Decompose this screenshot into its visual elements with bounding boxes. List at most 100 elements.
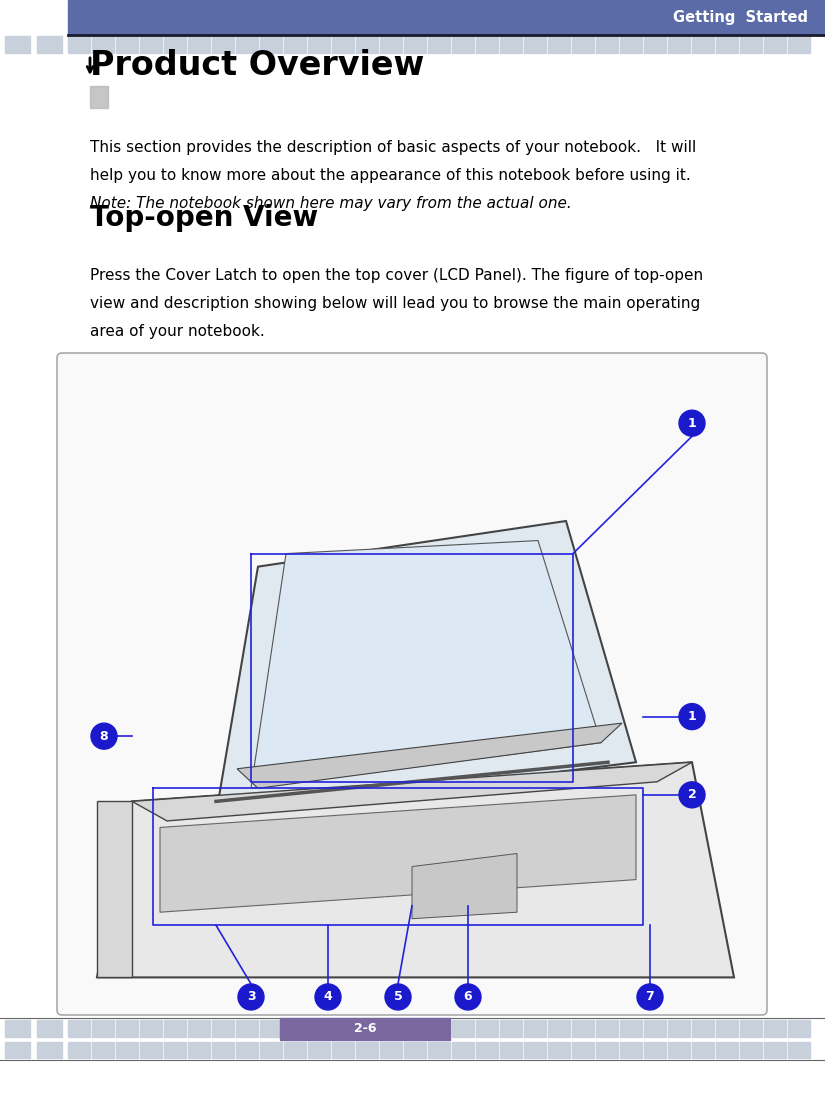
Bar xyxy=(188,36,210,53)
Bar xyxy=(764,1042,786,1058)
Bar xyxy=(284,36,306,53)
Bar xyxy=(164,1020,186,1037)
Text: help you to know more about the appearance of this notebook before using it.: help you to know more about the appearan… xyxy=(90,168,691,183)
Bar xyxy=(716,36,738,53)
Bar xyxy=(5,1020,30,1037)
Bar xyxy=(68,1020,90,1037)
Bar xyxy=(428,36,450,53)
Bar xyxy=(644,1020,666,1037)
Bar xyxy=(692,1020,714,1037)
Bar xyxy=(644,1042,666,1058)
Bar xyxy=(280,1018,450,1040)
Bar xyxy=(500,1020,522,1037)
Bar xyxy=(37,36,62,53)
Bar xyxy=(716,1042,738,1058)
Bar xyxy=(596,1042,618,1058)
Bar xyxy=(140,36,162,53)
Bar xyxy=(332,1020,354,1037)
Circle shape xyxy=(679,411,705,436)
Bar xyxy=(164,36,186,53)
Polygon shape xyxy=(216,520,636,815)
Circle shape xyxy=(679,704,705,729)
Text: 3: 3 xyxy=(247,990,255,1004)
Bar xyxy=(596,36,618,53)
Bar xyxy=(140,1020,162,1037)
Bar xyxy=(476,1042,498,1058)
Bar xyxy=(452,1020,474,1037)
Polygon shape xyxy=(251,540,601,788)
Bar xyxy=(476,1020,498,1037)
Bar xyxy=(428,1020,450,1037)
Bar xyxy=(188,1042,210,1058)
Bar xyxy=(236,36,258,53)
Text: area of your notebook.: area of your notebook. xyxy=(90,324,265,339)
Text: 8: 8 xyxy=(100,730,108,742)
Bar xyxy=(740,1020,762,1037)
Bar xyxy=(668,1020,690,1037)
Bar xyxy=(116,36,138,53)
Bar xyxy=(260,1042,282,1058)
Bar xyxy=(620,36,642,53)
Bar xyxy=(524,1020,546,1037)
Polygon shape xyxy=(132,762,692,821)
Bar xyxy=(404,36,426,53)
Bar xyxy=(164,1042,186,1058)
Bar xyxy=(140,1042,162,1058)
Bar xyxy=(37,1042,62,1058)
Bar xyxy=(572,1020,594,1037)
Text: This section provides the description of basic aspects of your notebook.   It wi: This section provides the description of… xyxy=(90,141,696,155)
Bar xyxy=(212,1020,234,1037)
Text: 1: 1 xyxy=(687,710,696,724)
Bar xyxy=(620,1042,642,1058)
Text: view and description showing below will lead you to browse the main operating: view and description showing below will … xyxy=(90,296,700,311)
Bar xyxy=(92,36,114,53)
Bar xyxy=(788,1042,810,1058)
FancyBboxPatch shape xyxy=(57,352,767,1015)
Bar xyxy=(644,36,666,53)
Bar xyxy=(740,36,762,53)
Bar xyxy=(476,36,498,53)
Bar xyxy=(5,1042,30,1058)
Bar xyxy=(236,1042,258,1058)
Bar xyxy=(788,1020,810,1037)
Bar xyxy=(764,36,786,53)
Circle shape xyxy=(679,782,705,808)
Bar xyxy=(116,1042,138,1058)
Bar xyxy=(5,36,30,53)
Circle shape xyxy=(455,984,481,1010)
Bar xyxy=(308,1020,330,1037)
Bar xyxy=(764,1020,786,1037)
Bar xyxy=(332,1042,354,1058)
Bar xyxy=(236,1020,258,1037)
Polygon shape xyxy=(97,802,132,977)
Bar xyxy=(116,1020,138,1037)
Bar xyxy=(524,36,546,53)
Bar xyxy=(68,36,90,53)
Bar xyxy=(356,1042,378,1058)
Text: 1: 1 xyxy=(687,417,696,429)
Bar xyxy=(212,1042,234,1058)
Bar xyxy=(380,36,402,53)
Bar xyxy=(308,36,330,53)
Text: Note: The notebook shown here may vary from the actual one.: Note: The notebook shown here may vary f… xyxy=(90,197,572,211)
Text: 2: 2 xyxy=(687,788,696,802)
Bar xyxy=(740,1042,762,1058)
Bar xyxy=(716,1020,738,1037)
Text: Press the Cover Latch to open the top cover (LCD Panel). The figure of top-open: Press the Cover Latch to open the top co… xyxy=(90,268,703,283)
Bar xyxy=(92,1020,114,1037)
Polygon shape xyxy=(160,795,636,912)
Bar xyxy=(404,1020,426,1037)
Text: Top-open View: Top-open View xyxy=(90,204,318,232)
Polygon shape xyxy=(237,724,622,788)
Bar xyxy=(500,1042,522,1058)
Bar xyxy=(452,1042,474,1058)
Bar xyxy=(284,1020,306,1037)
Bar xyxy=(404,1042,426,1058)
Bar xyxy=(572,36,594,53)
Bar xyxy=(92,1042,114,1058)
Bar xyxy=(260,36,282,53)
Text: Product Overview: Product Overview xyxy=(90,49,424,82)
Bar xyxy=(452,36,474,53)
Bar xyxy=(692,36,714,53)
Circle shape xyxy=(315,984,341,1010)
